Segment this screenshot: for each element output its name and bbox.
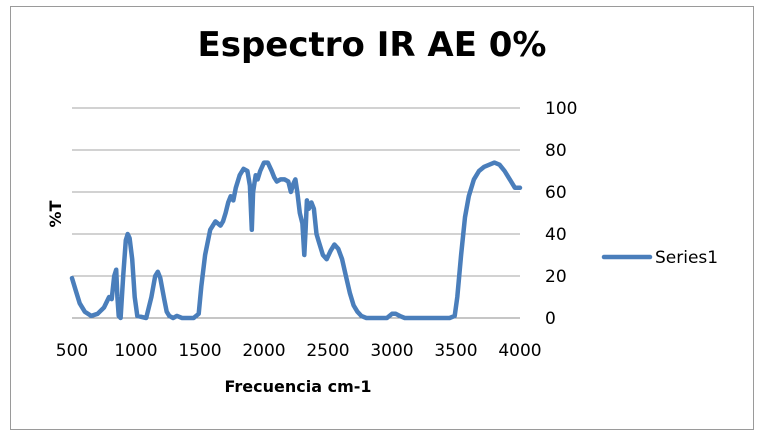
x-tick-label: 4000 — [498, 341, 541, 361]
legend-label-series1: Series1 — [655, 248, 718, 268]
y-tick-label: 0 — [545, 309, 556, 329]
y-tick-label: 60 — [545, 183, 567, 203]
y-tick-label: 80 — [545, 141, 567, 161]
x-tick-label: 3000 — [370, 341, 413, 361]
y-tick-labels: 0 20 40 60 80 100 — [545, 99, 577, 329]
x-tick-label: 2000 — [242, 341, 285, 361]
x-tick-label: 500 — [56, 341, 88, 361]
gridlines — [72, 107, 520, 319]
x-axis-label: Frecuencia cm-1 — [224, 377, 371, 396]
y-tick-label: 20 — [545, 267, 567, 287]
x-tick-label: 2500 — [306, 341, 349, 361]
x-tick-label: 3500 — [434, 341, 477, 361]
chart-frame — [10, 6, 754, 430]
x-tick-label: 1500 — [178, 341, 221, 361]
y-axis-label: %T — [46, 200, 65, 227]
x-tick-label: 1000 — [114, 341, 157, 361]
series1-line — [69, 160, 523, 321]
chart-title: Espectro IR AE 0% — [198, 25, 547, 65]
y-tick-label: 100 — [545, 99, 577, 119]
x-tick-labels: 500 1000 1500 2000 2500 3000 3500 4000 — [56, 341, 542, 361]
legend: Series1 — [601, 248, 718, 268]
y-tick-label: 40 — [545, 225, 567, 245]
